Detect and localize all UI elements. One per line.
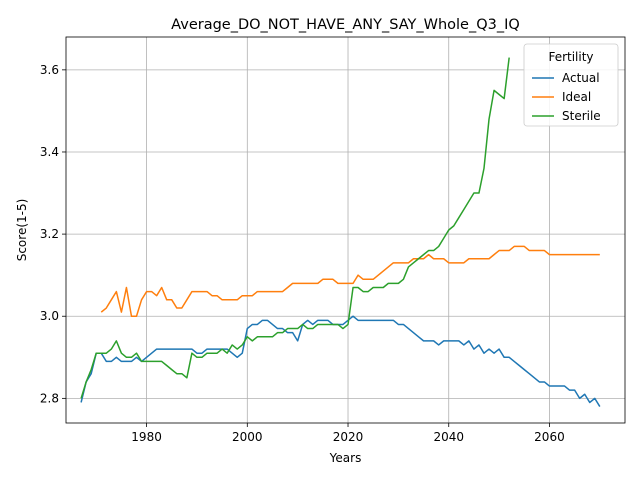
chart-title: Average_DO_NOT_HAVE_ANY_SAY_Whole_Q3_IQ: [171, 17, 520, 33]
legend: Fertility Actual Ideal Sterile: [523, 43, 619, 127]
y-tick-label: 3.4: [40, 145, 59, 159]
plot-lines: [80, 57, 601, 407]
series-line-actual: [80, 315, 601, 407]
y-tick-label: 2.8: [40, 391, 59, 405]
x-tick-label: 1980: [131, 430, 162, 444]
x-axis: 1980 2000 2020 2040 2060: [131, 423, 565, 444]
x-tick-label: 2060: [534, 430, 565, 444]
legend-title: Fertility: [548, 50, 593, 64]
plot-frame: [65, 36, 626, 424]
y-tick-label: 3.6: [40, 63, 59, 77]
y-tick-label: 3.2: [40, 227, 59, 241]
x-tick-label: 2000: [232, 430, 263, 444]
legend-box: [523, 43, 619, 127]
y-tick-label: 3.0: [40, 309, 59, 323]
legend-label-ideal: Ideal: [562, 90, 591, 104]
y-axis: 2.8 3.0 3.2 3.4 3.6: [40, 63, 66, 405]
x-axis-label: Years: [329, 451, 362, 465]
series-line-sterile: [80, 57, 510, 399]
y-axis-label: Score(1-5): [15, 199, 29, 262]
x-tick-label: 2020: [333, 430, 364, 444]
legend-label-sterile: Sterile: [562, 109, 601, 123]
legend-label-actual: Actual: [562, 71, 600, 85]
series-line-ideal: [100, 245, 600, 317]
x-tick-label: 2040: [433, 430, 464, 444]
